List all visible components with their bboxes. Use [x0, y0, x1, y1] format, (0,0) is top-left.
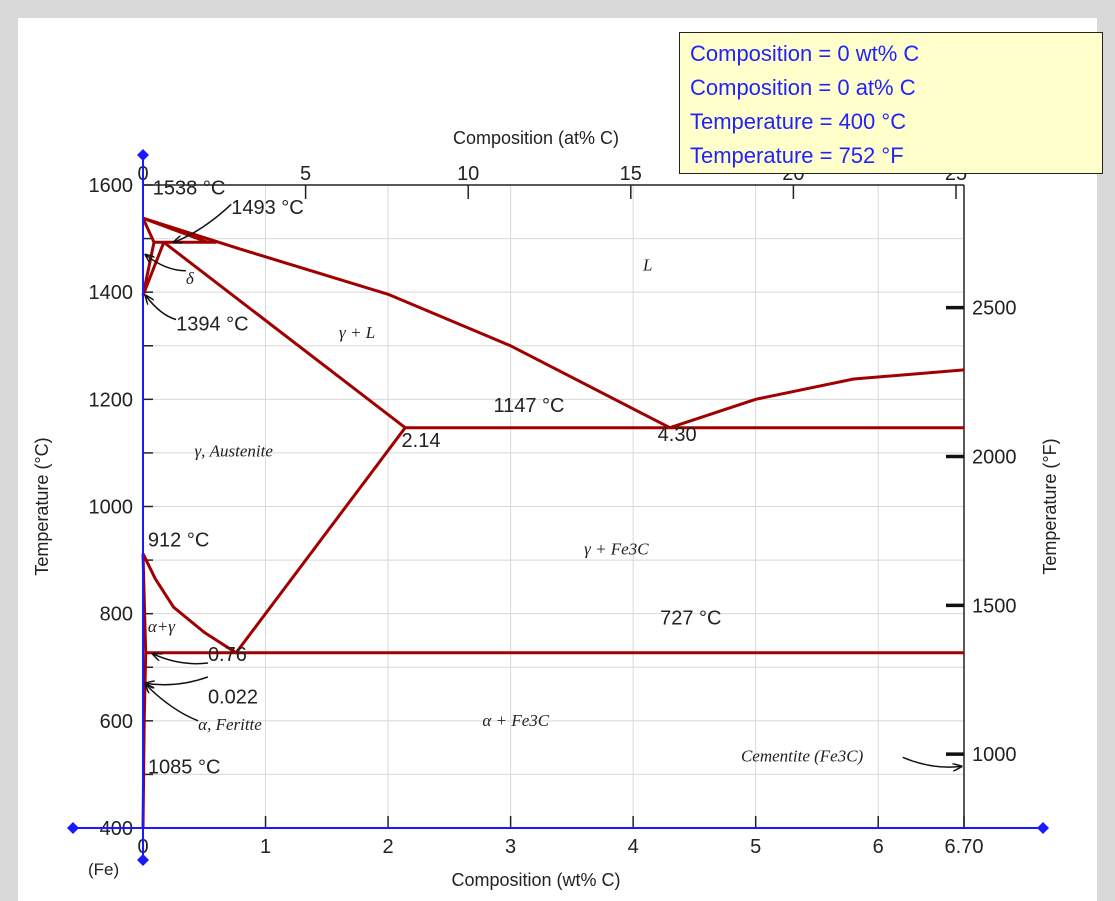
annotation-label: 912 °C	[148, 530, 209, 552]
x2-tick-label: 15	[620, 163, 642, 185]
annotation-label: γ + L	[339, 323, 375, 342]
y-axis-label: Temperature (°C)	[32, 437, 52, 575]
phase-boundary-line	[669, 368, 965, 430]
annotation-label: 1085 °C	[148, 756, 221, 778]
x2-axis-label: Composition (at% C)	[453, 128, 619, 148]
temperature-f-readout: Temperature = 752 °F	[690, 143, 904, 168]
y-tick-label: 800	[100, 604, 133, 626]
annotation-label: 727 °C	[660, 607, 721, 629]
phase-boundary-line	[141, 553, 237, 655]
annotation-label: 1493 °C	[231, 197, 304, 219]
composition-wt-readout: Composition = 0 wt% C	[690, 41, 920, 66]
annotation-label: 1394 °C	[176, 314, 249, 336]
annotation-label: Cementite (Fe3C)	[741, 747, 864, 766]
annotation-label: γ + Fe3C	[584, 540, 649, 559]
phase-boundary-line	[234, 426, 407, 654]
annotation-arrow	[174, 203, 232, 242]
annotation-arrow	[145, 295, 177, 321]
annotation-arrow	[145, 676, 209, 685]
annotation-label: 1147 °C	[493, 395, 564, 417]
y2-tick-label: 2500	[972, 298, 1017, 320]
annotation-label: δ	[186, 269, 195, 288]
cursor-handle-right	[1037, 822, 1049, 834]
y2-tick-label: 2000	[972, 446, 1017, 468]
composition-at-readout: Composition = 0 at% C	[690, 75, 916, 100]
phase-boundary-line	[162, 241, 407, 429]
phase-boundaries	[141, 216, 965, 829]
y-tick-label: 1600	[89, 175, 134, 197]
y2-tick-label: 1000	[972, 744, 1017, 766]
x-tick-label: 2	[383, 836, 394, 858]
x2-tick-label: 10	[457, 163, 479, 185]
annotation-label: α+γ	[148, 617, 176, 636]
annotation-arrow	[153, 654, 209, 665]
annotation-arrows	[145, 203, 962, 767]
annotation-label: 0.76	[208, 644, 247, 666]
grid	[143, 185, 964, 828]
y2-tick-label: 1500	[972, 595, 1017, 617]
temperature-c-readout: Temperature = 400 °C	[690, 109, 907, 134]
annotation-label: α, Feritte	[198, 715, 262, 734]
x-tick-label: 3	[505, 836, 516, 858]
chart-frame: 400 600 800 1000 1200 1400 1600 Temperature (°C…	[18, 18, 1103, 901]
annotation-label: L	[642, 256, 652, 275]
x-tick-label: 1	[260, 836, 271, 858]
x-tick-label: 6	[873, 836, 884, 858]
annotation-arrow	[145, 684, 199, 722]
cursor-handle-bottom	[137, 854, 149, 866]
y-tick-label: 600	[100, 711, 133, 733]
cursor[interactable]	[67, 149, 1049, 866]
annotation-label: γ, Austenite	[194, 442, 273, 461]
annotation-label: 2.14	[402, 430, 441, 452]
x-axis-label: Composition (wt% C)	[451, 870, 620, 890]
y-tick-label: 1200	[89, 389, 134, 411]
annotation-label: 1538 °C	[153, 178, 226, 200]
annotation-arrow	[902, 756, 962, 767]
x-tick-label: 6.70	[945, 836, 984, 858]
x-tick-label: 4	[628, 836, 639, 858]
annotation-label: α + Fe3C	[482, 711, 549, 730]
cursor-handle-top	[137, 149, 149, 161]
y2-axis-label: Temperature (°F)	[1040, 438, 1060, 574]
y-tick-label: 1400	[89, 282, 134, 304]
annotation-label: 4.30	[658, 424, 697, 446]
x2-tick-label: 5	[300, 163, 311, 185]
x-origin-label: (Fe)	[88, 860, 119, 879]
x-tick-label: 5	[750, 836, 761, 858]
annotation-arrow	[145, 255, 186, 272]
phase-boundary-line	[141, 241, 166, 296]
y-tick-label: 1000	[89, 497, 134, 519]
cursor-handle-left	[67, 822, 79, 834]
readout-box: Composition = 0 wt% C Composition = 0 at…	[679, 32, 1103, 174]
phase-boundary-line	[142, 216, 671, 430]
annotation-label: 0.022	[208, 687, 258, 709]
